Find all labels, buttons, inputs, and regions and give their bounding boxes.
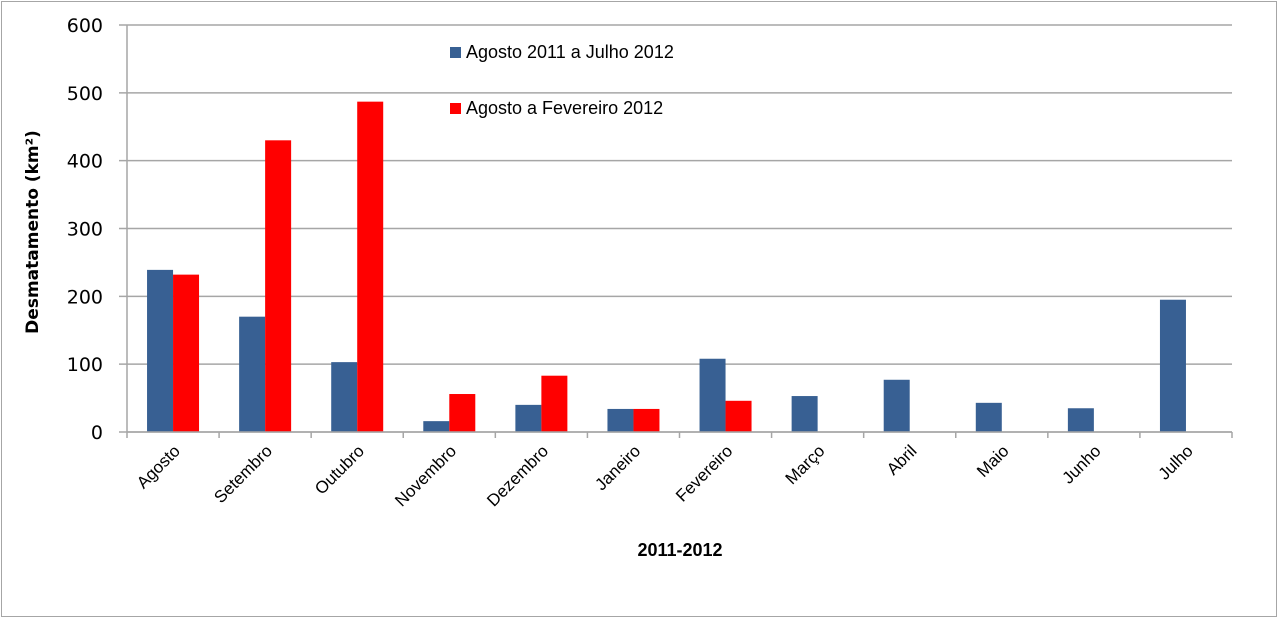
bar-blue [331, 362, 358, 432]
y-tick-label: 0 [91, 422, 103, 444]
x-tick-label: Outubro [311, 441, 368, 498]
x-tick-label: Julho [1155, 441, 1197, 483]
bar-blue [1067, 408, 1094, 432]
x-tick-label: Março [782, 441, 829, 488]
y-axis-title: Desmatamento (km²) [23, 130, 43, 334]
y-tick-label: 100 [67, 354, 103, 376]
bar-blue [699, 358, 726, 432]
x-axis-title: 2011-2012 [637, 540, 722, 560]
y-tick-label: 500 [67, 83, 103, 105]
bar-blue [791, 396, 818, 432]
bar-red [633, 408, 660, 432]
bar-blue [515, 404, 542, 432]
bar-red [725, 400, 752, 432]
bar-red [449, 394, 476, 432]
legend-label: Agosto a Fevereiro 2012 [466, 98, 663, 118]
bar-blue [1159, 299, 1186, 432]
bar-blue [607, 408, 634, 432]
y-tick-label: 300 [67, 219, 103, 241]
bar-red [541, 375, 568, 432]
x-tick-label: Novembro [391, 441, 460, 510]
bar-blue [147, 269, 174, 432]
bar-red [357, 101, 384, 432]
x-tick-label: Abril [883, 441, 920, 478]
legend-swatch [450, 47, 461, 58]
bar-red [265, 140, 292, 433]
bar-red [173, 274, 200, 432]
bar-blue [975, 402, 1002, 432]
bar-blue [423, 421, 450, 432]
y-tick-label: 400 [67, 151, 103, 173]
bar-blue [883, 379, 910, 432]
x-tick-label: Maio [973, 441, 1012, 480]
x-tick-label: Fevereiro [672, 441, 736, 505]
legend-label: Agosto 2011 a Julho 2012 [466, 42, 674, 62]
legend-swatch [450, 103, 461, 114]
bar-blue [239, 316, 266, 432]
x-tick-label: Setembro [210, 441, 276, 507]
x-tick-label: Junho [1059, 441, 1105, 487]
x-tick-label: Agosto [133, 441, 184, 492]
y-tick-label: 200 [67, 286, 103, 308]
y-tick-label: 600 [67, 15, 103, 37]
x-tick-label: Dezembro [483, 441, 552, 510]
x-tick-label: Janeiro [591, 441, 644, 494]
